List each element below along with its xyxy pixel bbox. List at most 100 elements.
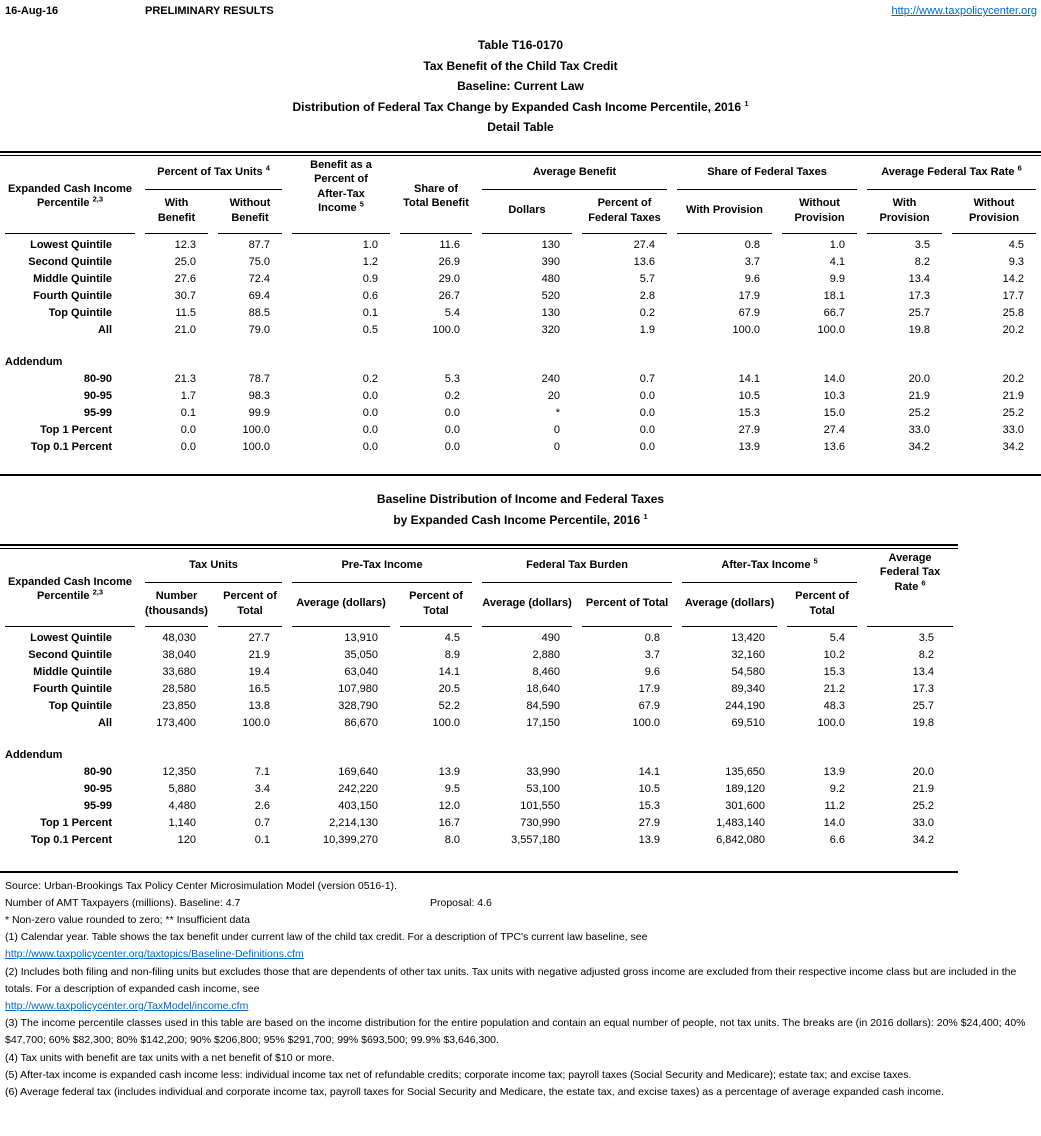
table-cell: 4.1: [829, 256, 845, 268]
table-cell: 17.7: [1002, 290, 1024, 302]
table-cell: 27.9: [638, 817, 661, 829]
table-cell: 244,190: [725, 700, 766, 712]
table-cell: 10,399,270: [322, 834, 379, 846]
table-cell: 3.5: [914, 239, 930, 251]
table-cell: 5.4: [444, 307, 460, 319]
table-cell: 15.3: [738, 407, 760, 419]
table-cell: 0.0: [639, 441, 655, 453]
table-cell: 0: [553, 424, 560, 436]
table-cell: 38,040: [162, 649, 196, 661]
table-cell: 26.9: [438, 256, 460, 268]
table-cell: 12.3: [174, 239, 196, 251]
col-header-dollars: Dollars: [477, 190, 577, 237]
table-cell: 16.7: [438, 817, 461, 829]
table-cell: 27.4: [823, 424, 845, 436]
table-cell: 0.5: [362, 324, 378, 336]
table-cell: 120: [177, 834, 196, 846]
col-header-without-benefit: Without Benefit: [213, 190, 287, 237]
spacer-row: [0, 339, 1041, 354]
table-row: Lowest Quintile 12.3 87.7 1.0 11.6 130 27.4 0.8…: [0, 237, 1041, 254]
table-cell: 0.0: [639, 424, 655, 436]
table-cell: 390: [541, 256, 560, 268]
table-cell: 18,640: [526, 683, 561, 695]
table-cell: 0.7: [639, 373, 655, 385]
table-cell: 2.6: [254, 800, 271, 812]
table-cell: 28,580: [162, 683, 196, 695]
table-cell: 13.9: [638, 834, 661, 846]
table-cell: 100.0: [732, 324, 760, 336]
col-header-share-of-total-benefit: Share of Total Benefit: [395, 155, 477, 237]
table-cell: *: [555, 407, 560, 419]
table-cell: 0.0: [444, 407, 460, 419]
row-label: Top 1 Percent: [40, 424, 112, 436]
table-cell: 20.5: [438, 683, 461, 695]
table-cell: 5.7: [639, 273, 655, 285]
table-cell: 29.0: [438, 273, 460, 285]
table-cell: 6.6: [829, 834, 846, 846]
table-row: 95-99 4,480 2.6 403,150 12.0 101,550 15.3 301,6…: [0, 798, 958, 815]
table-cell: 25.2: [912, 800, 935, 812]
table-cell: 9.5: [444, 783, 461, 795]
table-cell: 13.9: [823, 766, 846, 778]
col-header-percent-of-federal-taxes: Percent of Federal Taxes: [577, 190, 672, 237]
table-cell: 19.8: [912, 717, 935, 729]
table-cell: 33.0: [908, 424, 930, 436]
row-label: All: [97, 717, 112, 729]
addendum-heading-row: Addendum: [0, 747, 958, 764]
table-cell: 12.0: [438, 800, 461, 812]
row-label: Top 0.1 Percent: [30, 441, 112, 453]
table-cell: 403,150: [338, 800, 379, 812]
table-row: Middle Quintile 33,680 19.4 63,040 14.1 8,460…: [0, 664, 958, 681]
table-row: Middle Quintile 27.6 72.4 0.9 29.0 480 5.7 9.6 9…: [0, 271, 1041, 288]
table-cell: 13.4: [912, 666, 935, 678]
table2-addendum-heading-section: Addendum: [0, 732, 958, 764]
table-cell: 20: [547, 390, 560, 402]
table-cell: 25.2: [1002, 407, 1024, 419]
col-header-with-provision-rate: With Provision: [862, 190, 947, 237]
col-header-with-provision-share: With Provision: [672, 190, 777, 237]
table-cell: 189,120: [725, 783, 766, 795]
table-number-title: Table T16-0170: [477, 38, 564, 52]
table-cell: 0.0: [180, 424, 196, 436]
row-label: 80-90: [83, 373, 112, 385]
table-cell: 0.0: [180, 441, 196, 453]
table-cell: 34.2: [912, 834, 935, 846]
table-cell: 2,214,130: [329, 817, 379, 829]
baseline-table-title-line2: by Expanded Cash Income Percentile, 2016…: [393, 511, 648, 527]
addendum-heading: Addendum: [5, 356, 63, 368]
footnotes: Source: Urban-Brookings Tax Policy Cente…: [5, 878, 1036, 1102]
table-cell: 5.4: [829, 632, 846, 644]
table-cell: 100.0: [632, 717, 661, 729]
table-cell: 320: [541, 324, 560, 336]
table-cell: 27.7: [248, 632, 271, 644]
col-header-without-provision-rate: Without Provision: [947, 190, 1041, 237]
table-cell: 1.0: [362, 239, 378, 251]
col-header-expanded-cash-income-percentile-2: Expanded Cash Income Percentile 2,3: [0, 548, 140, 630]
taxpolicycenter-link[interactable]: http://www.taxpolicycenter.org: [891, 5, 1037, 17]
table-cell: 14.2: [1002, 273, 1024, 285]
row-label: Top 1 Percent: [40, 817, 112, 829]
income-definition-link[interactable]: http://www.taxpolicycenter.org/TaxModel/…: [5, 999, 249, 1012]
col-header-average-dollars-aftertax: Average (dollars): [677, 583, 782, 630]
addendum-heading: Addendum: [5, 749, 63, 761]
table2-bottom-pad: [0, 849, 958, 872]
detail-table-title: Detail Table: [487, 120, 554, 134]
table-cell: 5.3: [444, 373, 460, 385]
table-cell: 15.0: [823, 407, 845, 419]
table-cell: 54,580: [731, 666, 766, 678]
table-cell: 27.9: [738, 424, 760, 436]
table-cell: 101,550: [520, 800, 561, 812]
footnote-legend: * Non-zero value rounded to zero; ** Ins…: [5, 913, 250, 926]
table-cell: 33,680: [162, 666, 196, 678]
footnote-4: (4) Tax units with benefit are tax units…: [5, 1051, 335, 1064]
table-cell: 1.7: [180, 390, 196, 402]
table-cell: 20.0: [912, 766, 935, 778]
table-cell: 17.9: [738, 290, 760, 302]
table-cell: 0.2: [639, 307, 655, 319]
footnote-amt-proposal: Proposal: 4.6: [430, 896, 492, 909]
table-cell: 9.6: [644, 666, 661, 678]
baseline-definitions-link[interactable]: http://www.taxpolicycenter.org/taxtopics…: [5, 948, 304, 961]
table-cell: 84,590: [526, 700, 561, 712]
table-cell: 100.0: [242, 441, 270, 453]
table-cell: 52.2: [438, 700, 461, 712]
